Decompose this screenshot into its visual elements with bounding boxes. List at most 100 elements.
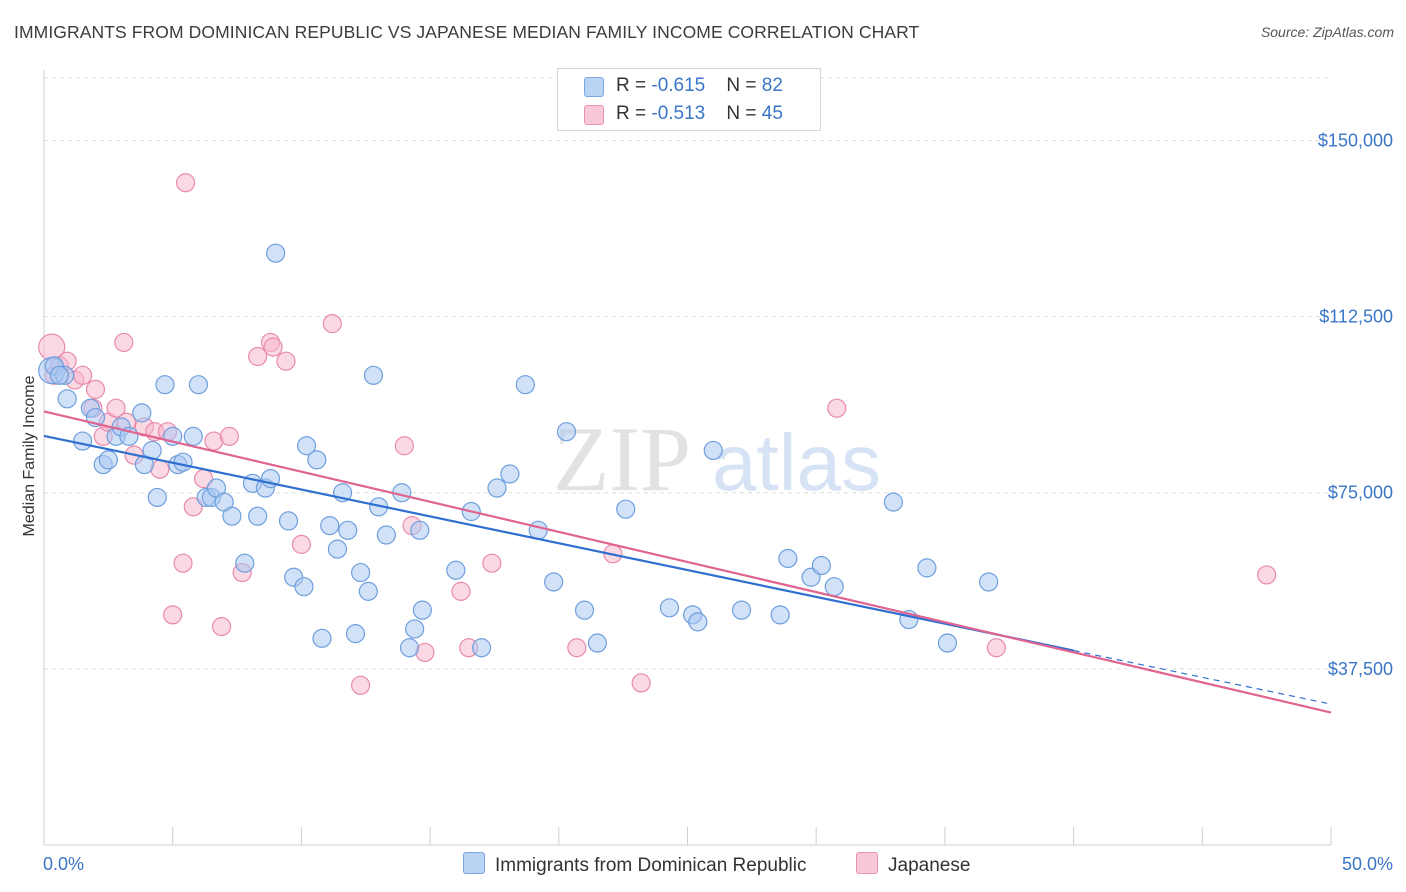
legend-r-label: R =	[616, 75, 652, 96]
dominican-point	[544, 572, 564, 592]
dominican-point	[405, 619, 425, 639]
dominican-point	[446, 560, 466, 580]
dominican-point	[49, 365, 70, 385]
japanese-point	[163, 605, 183, 625]
dominican-point	[515, 375, 535, 395]
dominican-point	[412, 600, 432, 620]
japanese-points	[38, 173, 1277, 695]
dominican-point	[770, 605, 790, 625]
dominican-trend-line	[43, 434, 1074, 652]
dominican-point	[979, 572, 999, 592]
japanese-point	[173, 553, 193, 573]
dominican-point	[345, 624, 366, 644]
dominican-point	[399, 638, 420, 658]
trend-lines	[43, 410, 1332, 714]
y-tick-labels: $150,000 $112,500 $75,000 $37,500	[1318, 130, 1393, 678]
dominican-point	[587, 633, 608, 653]
japanese-point	[986, 638, 1006, 658]
source-label: Source: ZipAtlas.com	[1260, 24, 1394, 40]
dominican-point	[338, 520, 358, 540]
dominican-point	[222, 506, 242, 526]
japanese-point	[183, 497, 203, 517]
dominican-point	[98, 450, 118, 470]
dominican-point	[824, 577, 844, 597]
japanese-point	[73, 365, 93, 385]
japanese-point	[351, 675, 371, 695]
dominican-point	[351, 562, 371, 583]
japanese-point	[106, 398, 126, 418]
japanese-point	[291, 534, 311, 554]
dominican-point	[294, 577, 314, 597]
japanese-point	[175, 173, 196, 193]
japanese-point	[263, 337, 283, 357]
y-tick-label: $112,500	[1319, 307, 1393, 327]
series-name-japanese: Japanese	[888, 855, 971, 876]
japanese-point	[631, 673, 651, 693]
dominican-point	[487, 478, 507, 498]
dominican-point	[57, 389, 77, 409]
dominican-point	[883, 492, 904, 512]
japanese-point	[85, 379, 106, 399]
japanese-point	[1257, 565, 1277, 585]
dominican-point	[296, 436, 317, 456]
legend-r-label: R =	[616, 103, 652, 124]
x-tick-label-min: 0.0%	[43, 854, 84, 874]
dominican-point	[132, 403, 152, 423]
legend-n-value: 45	[761, 103, 783, 124]
dominican-point	[937, 633, 958, 653]
series-legend-dominican: Immigrants from Dominican Republic	[463, 852, 807, 877]
dominican-point	[363, 365, 384, 385]
dominican-point	[500, 464, 520, 484]
y-axis-title: Median Family Income	[21, 375, 38, 536]
stats-legend: R = -0.615 N = 82 R = -0.513 N = 45	[557, 68, 821, 131]
legend-n-label: N =	[726, 103, 762, 124]
japanese-point	[114, 332, 134, 353]
dominican-point	[358, 581, 378, 601]
dominican-point	[307, 450, 327, 470]
japanese-point	[827, 398, 847, 418]
dominican-point	[616, 499, 636, 519]
x-tick-label-max: 50.0%	[1342, 854, 1393, 874]
legend-r-value: -0.615	[651, 75, 706, 96]
legend-text-pink: R = -0.513 N = 45	[616, 103, 783, 125]
dominican-point	[778, 548, 798, 569]
legend-n-label: N =	[726, 75, 762, 96]
japanese-point	[394, 436, 414, 456]
dominican-point	[376, 525, 396, 545]
dominican-point	[183, 426, 203, 446]
legend-swatch-pink	[584, 105, 604, 125]
watermark-zip: ZIP	[553, 408, 691, 510]
y-tick-label: $75,000	[1328, 483, 1393, 503]
japanese-trend-line	[43, 410, 1332, 714]
dominican-point	[188, 375, 209, 395]
dominican-point	[574, 600, 595, 620]
series-legend-japanese: Japanese	[856, 852, 970, 877]
legend-swatch-blue	[584, 77, 604, 97]
japanese-point	[567, 638, 587, 658]
series-swatch-blue	[463, 852, 485, 874]
dominican-point	[688, 612, 708, 632]
dominican-point	[471, 638, 492, 658]
watermark-atlas: atlas	[712, 418, 881, 507]
japanese-point	[276, 351, 296, 371]
axes	[43, 70, 1332, 846]
legend-r-value: -0.513	[651, 103, 706, 124]
dominican-point	[917, 558, 937, 578]
dominican-point	[155, 375, 175, 395]
japanese-point	[482, 553, 502, 573]
series-swatch-pink	[856, 852, 878, 874]
y-tick-label: $150,000	[1318, 130, 1393, 150]
japanese-point	[212, 616, 232, 637]
dominican-point	[320, 516, 340, 536]
dominican-point	[731, 600, 752, 620]
japanese-point	[219, 426, 239, 446]
watermark: ZIP atlas	[553, 408, 881, 510]
dominican-point	[703, 440, 723, 461]
japanese-point	[248, 346, 268, 367]
dominican-point	[278, 511, 299, 531]
dominican-point	[173, 452, 193, 472]
japanese-point	[451, 581, 471, 601]
dominican-point	[556, 422, 577, 442]
dominican-point	[410, 520, 430, 540]
